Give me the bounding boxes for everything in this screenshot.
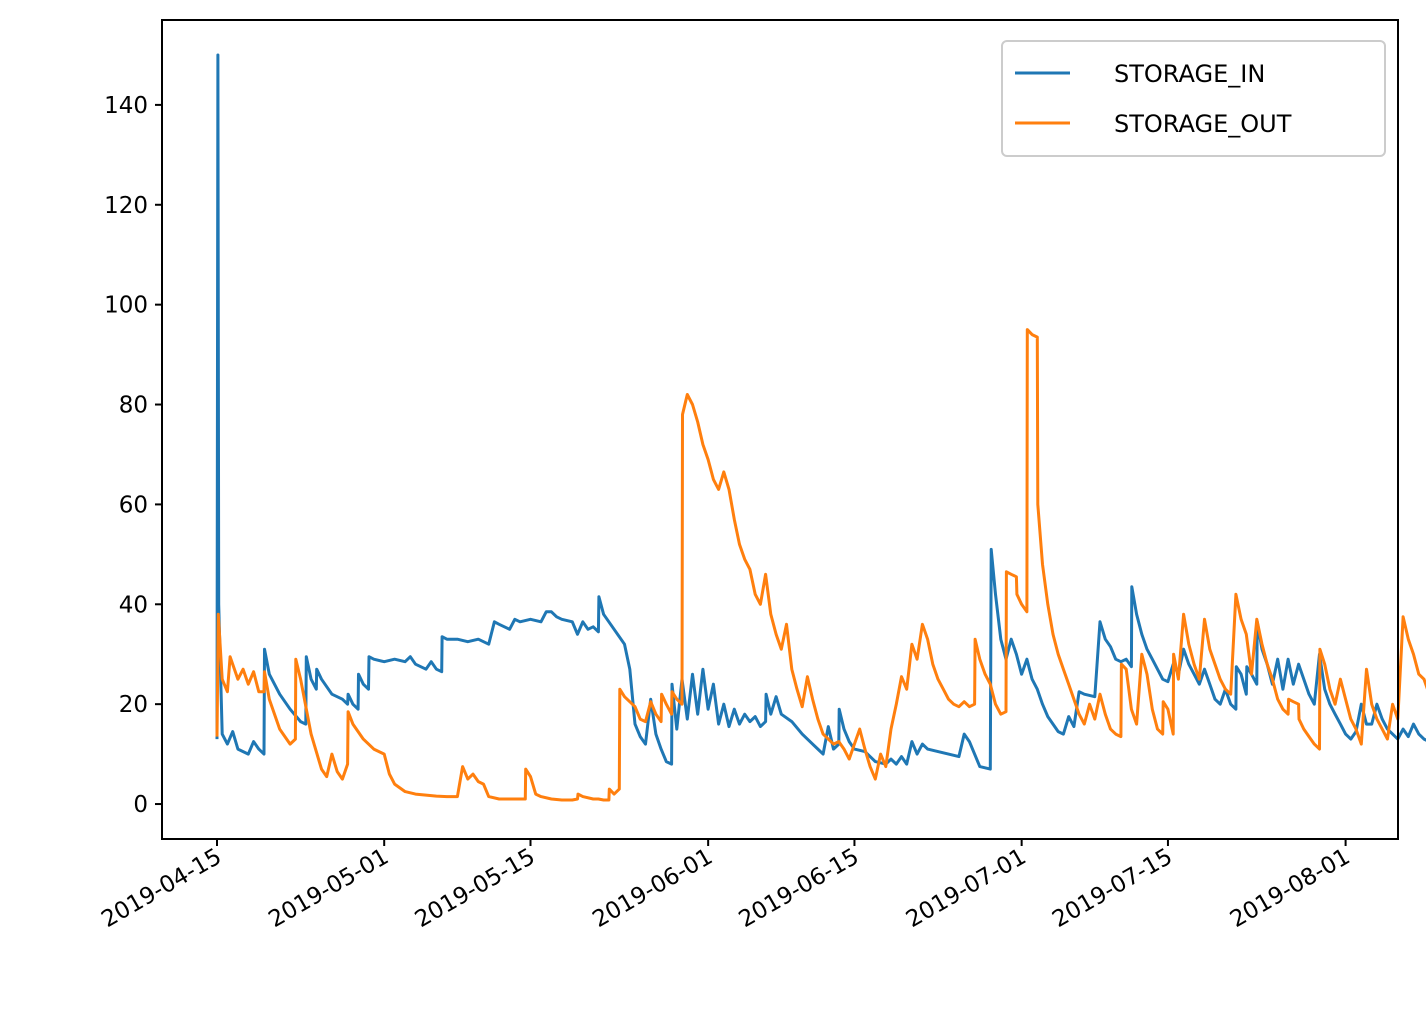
series-layer — [215, 53, 1426, 802]
y-tick-label: 140 — [104, 93, 148, 119]
y-tick-label: 40 — [119, 592, 148, 618]
legend: STORAGE_IN STORAGE_OUT — [1001, 40, 1386, 157]
y-tick-label: 0 — [133, 792, 148, 818]
legend-label-storage-in: STORAGE_IN — [1114, 60, 1265, 88]
y-tick-label: 100 — [104, 293, 148, 319]
series-line-storage-out — [215, 328, 1426, 802]
y-tick-label: 120 — [104, 193, 148, 219]
legend-label-storage-out: STORAGE_OUT — [1114, 110, 1292, 138]
legend-box — [1001, 40, 1386, 157]
plot-frame — [161, 19, 1399, 840]
y-tick-label: 60 — [119, 492, 148, 518]
y-tick-label: 20 — [119, 692, 148, 718]
y-tick-label: 80 — [119, 393, 148, 419]
